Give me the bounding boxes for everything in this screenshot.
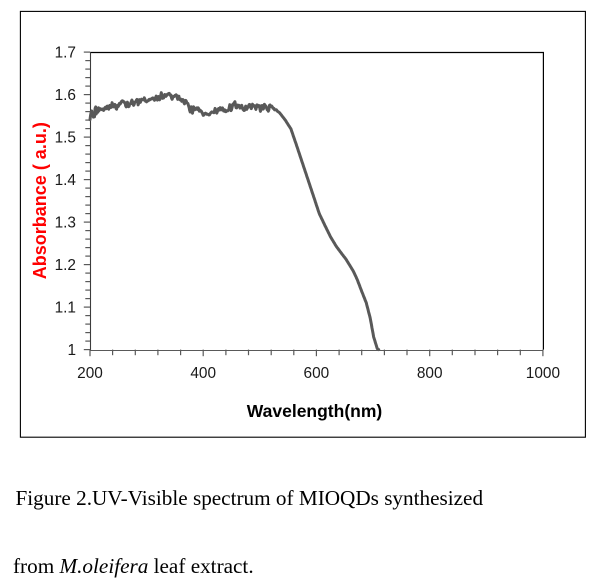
- svg-text:200: 200: [77, 365, 103, 382]
- svg-text:1.7: 1.7: [55, 45, 76, 62]
- svg-text:Wavelength(nm): Wavelength(nm): [247, 401, 382, 421]
- svg-text:1: 1: [67, 342, 76, 359]
- svg-text:1.6: 1.6: [55, 87, 76, 104]
- svg-text:1000: 1000: [526, 365, 560, 382]
- svg-text:1.2: 1.2: [55, 257, 76, 274]
- svg-text:800: 800: [417, 365, 443, 382]
- svg-text:1.3: 1.3: [55, 215, 76, 232]
- svg-text:600: 600: [304, 365, 330, 382]
- svg-text:400: 400: [190, 365, 216, 382]
- svg-text:1.1: 1.1: [55, 300, 76, 317]
- svg-text:Absorbance ( a.u.): Absorbance ( a.u.): [30, 122, 50, 279]
- svg-text:1.4: 1.4: [55, 172, 77, 189]
- svg-text:1.5: 1.5: [55, 130, 76, 147]
